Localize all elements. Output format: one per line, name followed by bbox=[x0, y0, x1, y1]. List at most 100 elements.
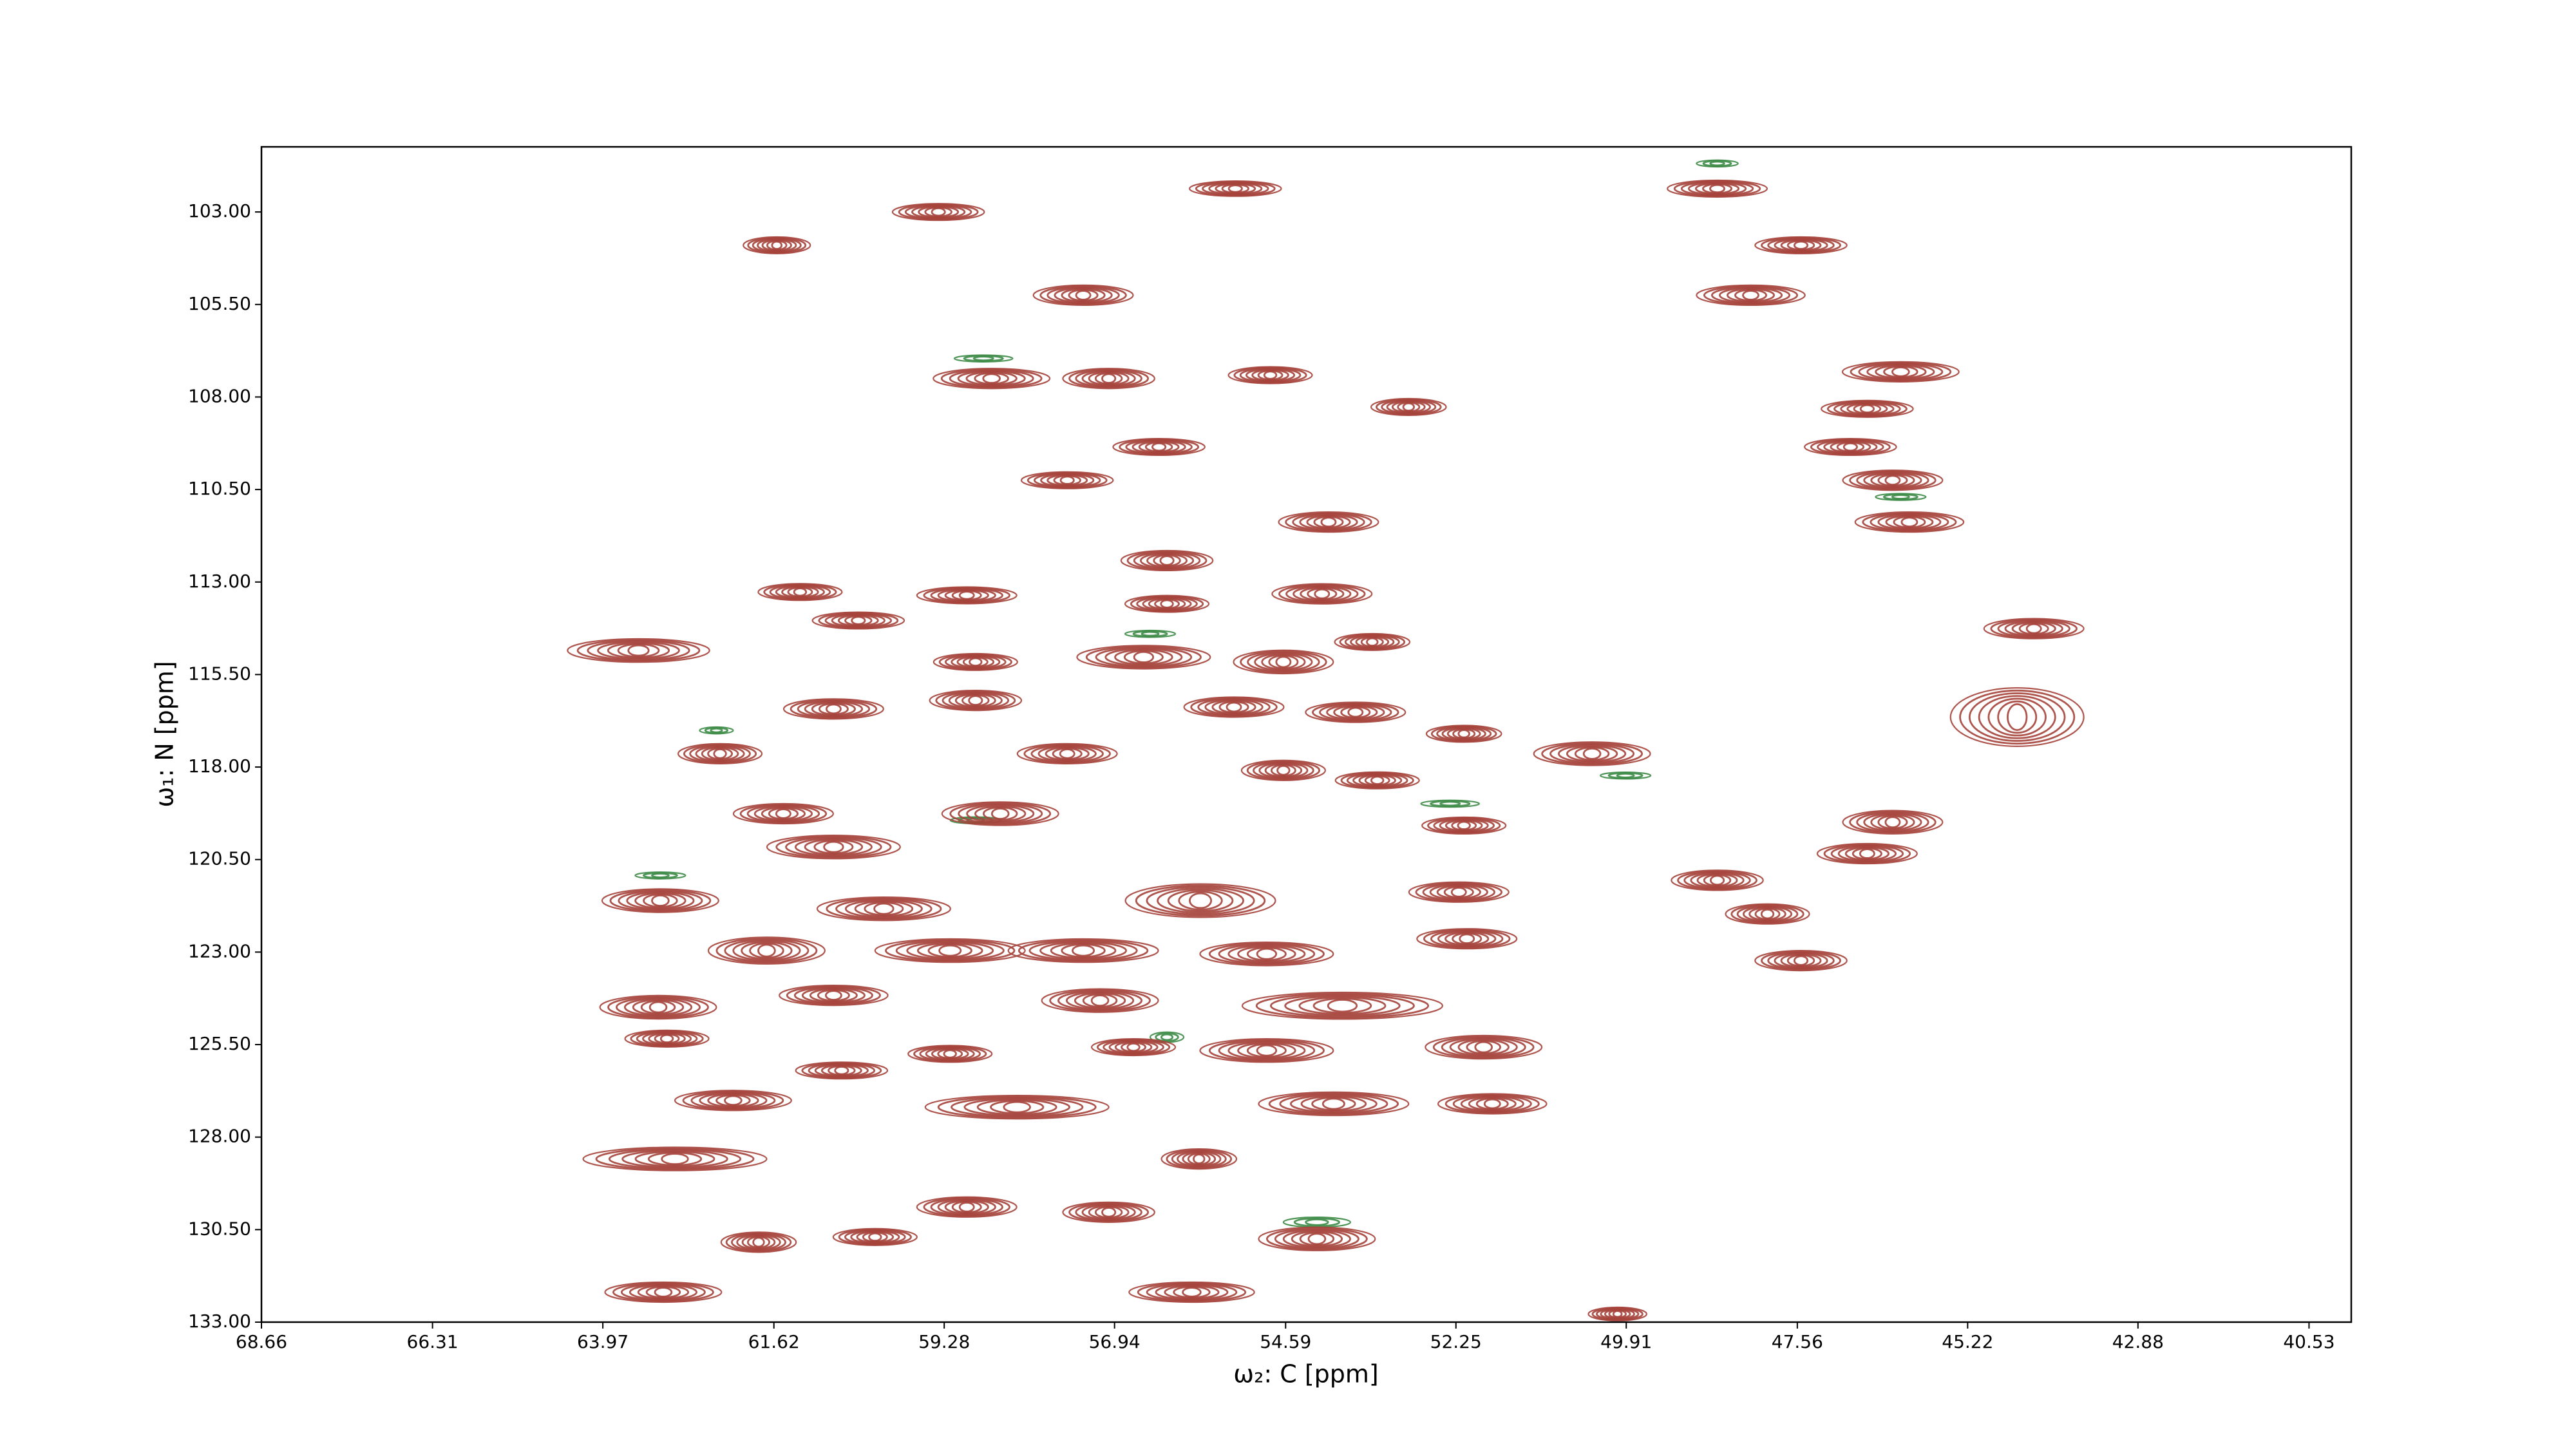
contour-ring bbox=[1254, 652, 1313, 672]
contour-ring bbox=[1240, 650, 1327, 674]
contour-ring bbox=[1305, 701, 1406, 723]
contour-ring bbox=[1468, 1096, 1517, 1112]
contour-ring bbox=[1030, 744, 1104, 763]
contour-ring bbox=[951, 1097, 1084, 1118]
contour-ring bbox=[1090, 994, 1110, 1007]
contour-ring bbox=[1076, 645, 1211, 670]
y-tick-label: 130.50 bbox=[188, 1218, 251, 1239]
contour-ring bbox=[1326, 704, 1385, 721]
contour-ring bbox=[1900, 516, 1918, 527]
contour-ring bbox=[1875, 365, 1927, 379]
contour-ring bbox=[1870, 813, 1915, 831]
peak bbox=[567, 638, 710, 663]
contour-ring bbox=[1849, 810, 1937, 834]
contour-ring bbox=[1786, 954, 1815, 967]
contour-ring bbox=[576, 639, 701, 662]
contour-ring bbox=[931, 207, 946, 217]
contour-ring bbox=[1449, 1037, 1518, 1057]
contour-ring bbox=[683, 743, 757, 764]
contour-ring bbox=[941, 801, 1059, 826]
contour-ring bbox=[626, 891, 695, 910]
contour-ring bbox=[1457, 729, 1470, 739]
contour-ring bbox=[1088, 371, 1130, 386]
contour-ring bbox=[1671, 869, 1764, 891]
contour-ring bbox=[809, 988, 858, 1003]
contour-ring bbox=[1432, 1036, 1535, 1059]
peak bbox=[1821, 399, 1914, 418]
contour-ring bbox=[823, 840, 844, 853]
contour-ring bbox=[1870, 513, 1949, 531]
peak bbox=[1841, 361, 1960, 383]
contour-ring bbox=[1841, 361, 1960, 383]
contour-ring bbox=[1227, 184, 1243, 193]
contour-ring bbox=[1748, 907, 1786, 922]
peak bbox=[1816, 842, 1918, 865]
contour-ring bbox=[701, 746, 739, 761]
contour-ring bbox=[1133, 551, 1201, 570]
contour-ring bbox=[661, 1153, 689, 1166]
peak bbox=[1199, 942, 1334, 967]
contour-ring bbox=[1415, 882, 1503, 902]
contour-ring bbox=[1858, 363, 1944, 381]
peak bbox=[1370, 397, 1447, 416]
contour-ring bbox=[1299, 514, 1358, 531]
contour-ring bbox=[677, 743, 763, 764]
contour-ring bbox=[1709, 184, 1725, 194]
peak bbox=[601, 888, 719, 913]
contour-ring bbox=[1852, 847, 1882, 860]
contour-ring bbox=[804, 838, 864, 855]
contour-ring bbox=[1190, 697, 1278, 717]
contour-ring bbox=[1321, 1097, 1345, 1110]
contour-ring bbox=[1104, 647, 1183, 667]
contour-ring bbox=[1683, 871, 1751, 889]
contour-ring bbox=[1859, 404, 1875, 413]
y-tick-label: 108.00 bbox=[188, 385, 251, 406]
contour-ring bbox=[720, 1231, 797, 1253]
contour-ring bbox=[1133, 650, 1155, 663]
contour-ring bbox=[1061, 288, 1106, 303]
y-tick-label: 125.50 bbox=[188, 1033, 251, 1054]
contour-ring bbox=[1284, 995, 1401, 1017]
contour-ring bbox=[1282, 1229, 1351, 1249]
peak bbox=[1032, 284, 1134, 307]
contour-ring bbox=[929, 690, 1023, 712]
peak bbox=[1600, 772, 1652, 780]
contour-ring bbox=[1422, 883, 1495, 902]
peak bbox=[677, 743, 763, 764]
contour-ring bbox=[885, 939, 1016, 962]
contour-ring bbox=[1155, 1032, 1179, 1043]
contour-ring bbox=[1039, 285, 1127, 305]
peak bbox=[1124, 883, 1276, 918]
contour-ring bbox=[1128, 1281, 1255, 1303]
contour-ring bbox=[1574, 746, 1610, 761]
contour-ring bbox=[1141, 630, 1160, 637]
contour-ring bbox=[1696, 873, 1738, 888]
contour-ring bbox=[1289, 1094, 1378, 1113]
y-tick-label: 115.50 bbox=[188, 663, 251, 684]
contour-ring bbox=[1016, 743, 1118, 764]
contour-ring bbox=[699, 1092, 768, 1109]
contour-ring bbox=[617, 643, 660, 658]
contour-ring bbox=[990, 808, 1010, 820]
contour-ring bbox=[1774, 952, 1828, 969]
contour-ring bbox=[1054, 287, 1113, 304]
contour-ring bbox=[741, 941, 793, 960]
contour-ring bbox=[707, 1093, 759, 1108]
contour-ring bbox=[1891, 366, 1910, 377]
contour-ring bbox=[1299, 1231, 1335, 1246]
peak bbox=[953, 354, 1014, 363]
contour-ring bbox=[1430, 929, 1504, 948]
contour-ring bbox=[1018, 939, 1149, 962]
peak bbox=[1128, 1281, 1255, 1303]
contour-ring bbox=[933, 368, 1051, 390]
contour-ring bbox=[974, 805, 1027, 822]
contour-ring bbox=[786, 985, 881, 1006]
contour-ring bbox=[746, 804, 820, 823]
contour-ring bbox=[1474, 1041, 1493, 1054]
peak bbox=[582, 1146, 768, 1171]
peak bbox=[1667, 179, 1768, 198]
peak bbox=[1671, 869, 1764, 891]
peak bbox=[1854, 511, 1965, 533]
contour-ring bbox=[1884, 816, 1901, 829]
contour-ring bbox=[1263, 370, 1278, 380]
